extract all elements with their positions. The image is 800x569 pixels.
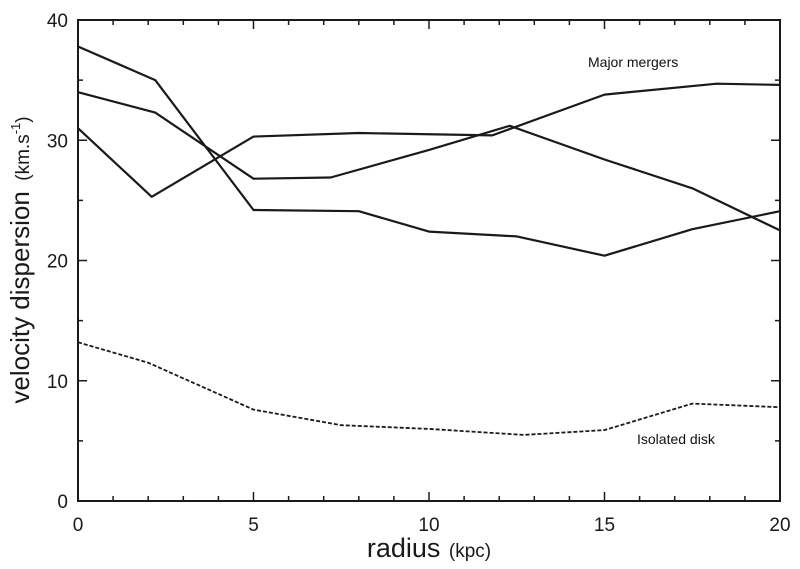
x-tick-label: 15 xyxy=(594,515,615,536)
major-merger-line-3 xyxy=(77,82,781,198)
y-tick-label: 10 xyxy=(47,372,68,393)
x-tick-label: 5 xyxy=(248,515,259,536)
x-axis-title: radius (kpc) xyxy=(367,533,491,563)
y-tick-label: 20 xyxy=(47,252,68,273)
series-lines xyxy=(77,45,781,436)
major-merger-line-2 xyxy=(77,91,781,232)
x-tick-label: 10 xyxy=(418,515,439,536)
annotation-major-mergers: Major mergers xyxy=(588,54,678,70)
major-merger-line-1 xyxy=(77,45,781,257)
axis-ticks xyxy=(77,19,781,502)
axis-tick-labels: 0 5 10 15 20 0 10 20 30 40 xyxy=(47,11,791,536)
x-tick-label: 0 xyxy=(73,515,84,536)
annotation-isolated-disk: Isolated disk xyxy=(637,431,716,447)
y-tick-label: 40 xyxy=(47,11,68,32)
y-tick-label: 0 xyxy=(57,492,68,513)
y-axis-title: velocity dispersion (km.s-1) xyxy=(5,116,35,403)
plot-frame xyxy=(77,19,781,502)
isolated-disk-line xyxy=(77,341,781,436)
y-tick-label: 30 xyxy=(47,131,68,152)
x-tick-label: 20 xyxy=(769,515,790,536)
